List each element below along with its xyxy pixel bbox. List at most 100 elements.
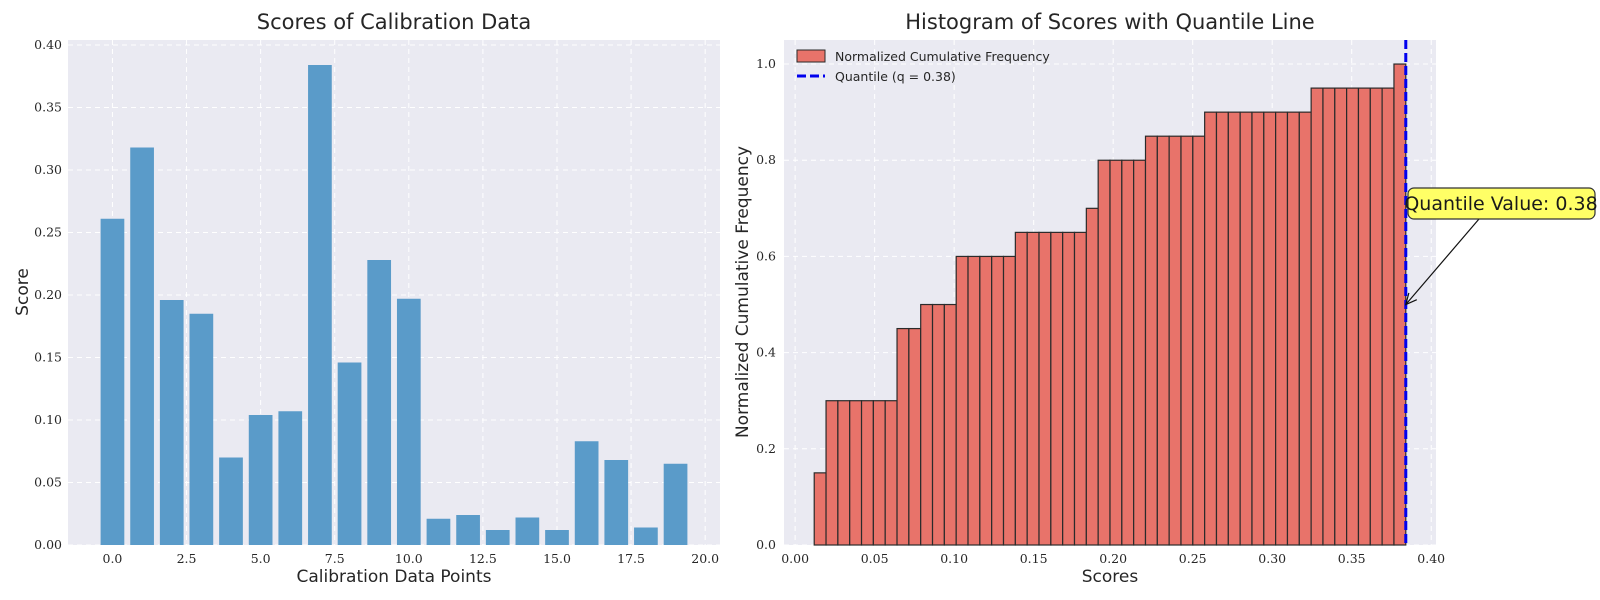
right-hist-bar [1050,231,1064,546]
quantile-annotation: Quantile Value: 0.38 [1404,187,1598,306]
right-hist-bar [1062,231,1076,546]
left-bar [100,218,125,545]
annotation-box [1407,187,1596,220]
right-hist-bar [1286,111,1300,546]
left-bar [219,457,243,545]
right-hist-bar [1085,207,1099,546]
left-y-tick-label: 0.25 [34,225,62,240]
right-title: Histogram of Scores with Quantile Line [905,10,1314,34]
legend-hist-label: Normalized Cumulative Frequency [835,49,1050,64]
right-y-tick-label: 0.4 [756,345,776,360]
right-y-tick-label: 0.0 [756,537,776,552]
right-chart: 0.00 0.05 0.10 0.15 0.20 0.25 0.30 0.35 0.40 0.0… [733,10,1598,587]
left-bar [278,411,303,545]
legend: Normalized Cumulative Frequency Quantile… [796,49,1050,84]
left-x-tick-label: 12.5 [469,551,497,566]
right-hist-bar [1168,135,1182,546]
right-hist-bar [1346,87,1360,546]
left-x-tick-label: 7.5 [325,551,345,566]
right-hist-bar [1334,87,1348,546]
right-hist-bar [1239,111,1253,546]
right-hist-bar [908,327,922,546]
left-bar [189,313,214,545]
right-hist-bar [943,303,957,546]
right-hist-bar [1038,231,1052,546]
right-hist-bar [1381,87,1395,546]
left-y-tick-label: 0.05 [34,475,62,490]
right-hist-bar [1192,135,1206,546]
right-x-tick-label: 0.35 [1338,551,1366,566]
right-x-label: Scores [1082,567,1139,587]
right-hist-bar [1144,135,1158,546]
left-y-ticks: 0.00 0.05 0.10 0.15 0.20 0.25 0.30 0.35 0.40 [34,37,62,552]
right-hist-bar [1369,87,1383,546]
right-hist-bar [872,400,886,546]
left-y-label: Score [13,268,33,316]
right-hist-bar [1097,159,1111,546]
right-hist-bar [837,400,851,546]
left-bars [100,65,688,545]
left-bar [515,517,540,545]
right-hist-bar [979,255,993,546]
right-hist-bar [1156,135,1170,546]
left-bar [367,260,392,545]
right-hist-bar [1357,87,1371,546]
right-hist-bar [1215,111,1229,546]
left-bar [426,518,451,545]
left-x-ticks: 0.0 2.5 5.0 7.5 10.0 12.5 15.0 17.5 20.0 [103,551,720,566]
right-hist-bar [1204,111,1218,546]
left-y-tick-label: 0.00 [34,537,62,552]
right-hist-bar [1251,111,1265,546]
annotation-text: Quantile Value: 0.38 [1404,193,1597,215]
left-y-tick-label: 0.10 [34,412,62,427]
left-x-tick-label: 20.0 [691,551,719,566]
left-y-tick-label: 0.40 [34,37,62,52]
right-y-tick-label: 0.2 [756,441,776,456]
right-hist-bar [920,303,934,546]
left-chart: 0.0 2.5 5.0 7.5 10.0 12.5 15.0 17.5 20.0 0.000.0… [13,10,720,587]
right-hist-bar [1310,87,1324,546]
right-x-tick-label: 0.25 [1179,551,1207,566]
left-bar [248,415,273,545]
right-hist-bar [813,472,827,546]
right-hist-bar [825,400,839,546]
right-hist-bar [1109,159,1123,546]
right-bars [813,63,1407,546]
legend-hist-swatch [796,49,826,63]
right-x-tick-label: 0.30 [1258,551,1286,566]
right-hist-bar [1133,159,1147,546]
left-y-tick-label: 0.15 [34,350,62,365]
right-hist-bar [991,255,1005,546]
left-y-tick-label: 0.35 [34,100,62,115]
right-x-ticks: 0.00 0.05 0.10 0.15 0.20 0.25 0.30 0.35 0.40 [781,551,1445,566]
right-y-tick-label: 0.6 [756,248,776,263]
right-hist-bar [1073,231,1087,546]
legend-line-label: Quantile (q = 0.38) [835,69,956,84]
right-x-tick-label: 0.00 [781,551,809,566]
left-bar [574,441,599,545]
right-hist-bar [1275,111,1289,546]
left-bar [130,147,154,545]
right-y-tick-label: 0.8 [756,152,776,167]
left-x-tick-label: 5.0 [251,551,271,566]
left-bar [159,300,184,545]
left-bar [634,527,658,545]
right-hist-bar [860,400,874,546]
right-hist-bar [955,255,969,546]
left-x-tick-label: 15.0 [543,551,571,566]
right-x-tick-label: 0.10 [940,551,968,566]
left-bar [308,65,332,545]
right-y-ticks: 0.0 0.2 0.4 0.6 0.8 1.0 [756,56,776,552]
left-bar [337,362,362,545]
right-x-tick-label: 0.05 [861,551,889,566]
left-x-tick-label: 10.0 [395,551,423,566]
left-bar [396,298,421,545]
left-bar [545,530,569,545]
left-bar [456,515,480,545]
right-hist-bar [1393,63,1407,546]
right-hist-bar [931,303,945,546]
left-bar [604,460,629,545]
left-y-tick-label: 0.30 [34,162,62,177]
right-hist-bar [1322,87,1336,546]
